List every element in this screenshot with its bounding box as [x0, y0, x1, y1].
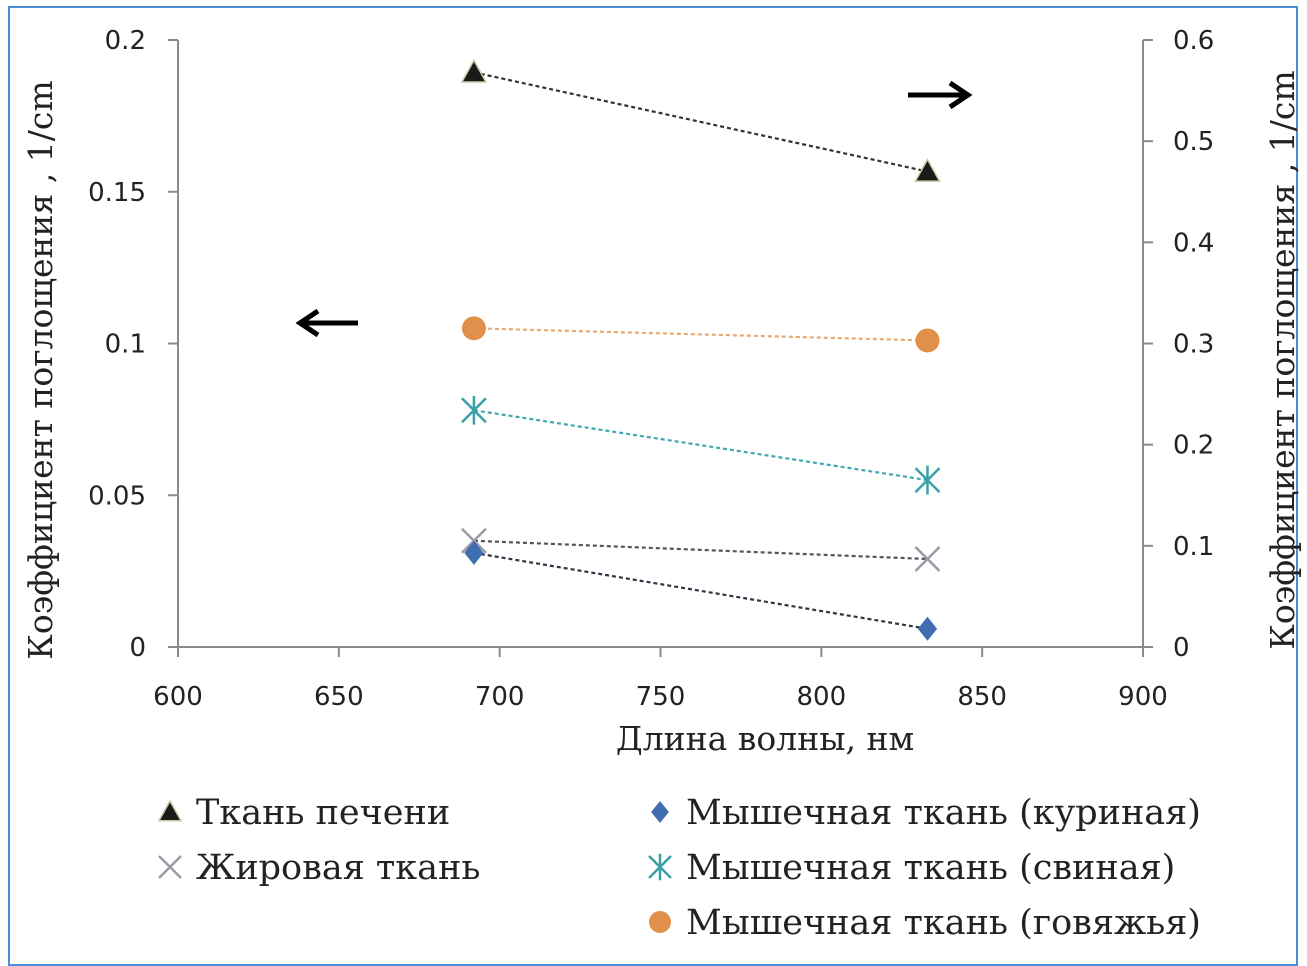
legend-marker	[649, 911, 671, 933]
right-axis-arrow	[908, 80, 973, 110]
data-point	[464, 540, 484, 565]
legend-item: Жировая ткань	[158, 848, 480, 888]
y-right-tick-label: 0.2	[1173, 431, 1214, 461]
arrow-head	[948, 80, 973, 110]
y-right-tick-label: 0.6	[1173, 26, 1214, 56]
legend-marker	[648, 853, 672, 881]
series-4	[461, 395, 941, 495]
legend-label: Ткань печени	[196, 793, 450, 833]
y-right-tick-label: 0.1	[1173, 532, 1214, 562]
data-point	[914, 546, 941, 572]
y-right-tick-label: 0	[1173, 633, 1190, 663]
series-line	[473, 409, 928, 482]
series-line	[473, 327, 928, 342]
legend-label: Мышечная ткань (свиная)	[686, 848, 1175, 888]
legend-item: Мышечная ткань (говяжья)	[649, 903, 1201, 943]
legend-label: Мышечная ткань (куриная)	[686, 793, 1201, 833]
legend-label: Мышечная ткань (говяжья)	[686, 903, 1201, 943]
series-1	[460, 58, 941, 182]
y-axis-left-title: Коэффициент поглощения , 1/cm	[21, 80, 60, 659]
x-tick-label: 850	[957, 682, 1007, 712]
legend-item: Ткань печени	[157, 793, 450, 833]
legend-marker	[157, 799, 183, 822]
y-left-tick-label: 0.1	[105, 330, 146, 360]
series-line	[473, 551, 928, 630]
x-tick-label: 600	[153, 682, 203, 712]
series-2	[461, 527, 941, 572]
series-3	[464, 540, 938, 641]
arrow-head	[295, 308, 320, 338]
data-point	[915, 328, 940, 353]
y-right-tick-label: 0.3	[1173, 330, 1214, 360]
y-axis-right-title: Коэффициент поглощения , 1/cm	[1263, 70, 1302, 649]
legend: Ткань печени Жировая ткань Мышечная ткань …	[157, 793, 1201, 943]
series-5	[461, 316, 940, 353]
data-point	[461, 527, 487, 554]
data-point	[460, 58, 488, 83]
x-tick-label: 700	[475, 682, 525, 712]
data-point	[461, 316, 486, 341]
data-point	[914, 157, 941, 182]
y-right-tick-label: 0.4	[1173, 228, 1214, 258]
x-tick-label: 900	[1118, 682, 1168, 712]
y-left-tick-label: 0.05	[88, 481, 146, 511]
x-tick-label: 650	[314, 682, 364, 712]
series-line	[473, 71, 928, 173]
legend-marker	[158, 855, 182, 879]
data-point	[461, 395, 487, 425]
legend-label: Жировая ткань	[196, 848, 480, 888]
x-tick-label: 750	[636, 682, 686, 712]
annotations	[295, 80, 973, 338]
legend-marker	[651, 801, 669, 823]
data-point	[914, 465, 941, 495]
data-point	[917, 616, 938, 641]
x-axis-title: Длина волны, нм	[616, 719, 914, 758]
series-layer	[460, 58, 941, 641]
y-left-tick-label: 0.15	[88, 178, 146, 208]
y-right-tick-label: 0.5	[1173, 127, 1214, 157]
y-left-tick-label: 0.2	[105, 26, 146, 56]
series-line	[473, 539, 928, 561]
legend-item: Мышечная ткань (куриная)	[651, 793, 1201, 833]
left-axis-arrow	[295, 308, 358, 338]
legend-item: Мышечная ткань (свиная)	[648, 848, 1175, 888]
y-left-tick-label: 0	[129, 633, 146, 663]
axes: 600 650 700 750 800 850 90000.050.10.150.200.1…	[88, 26, 1214, 712]
x-tick-label: 800	[797, 682, 847, 712]
